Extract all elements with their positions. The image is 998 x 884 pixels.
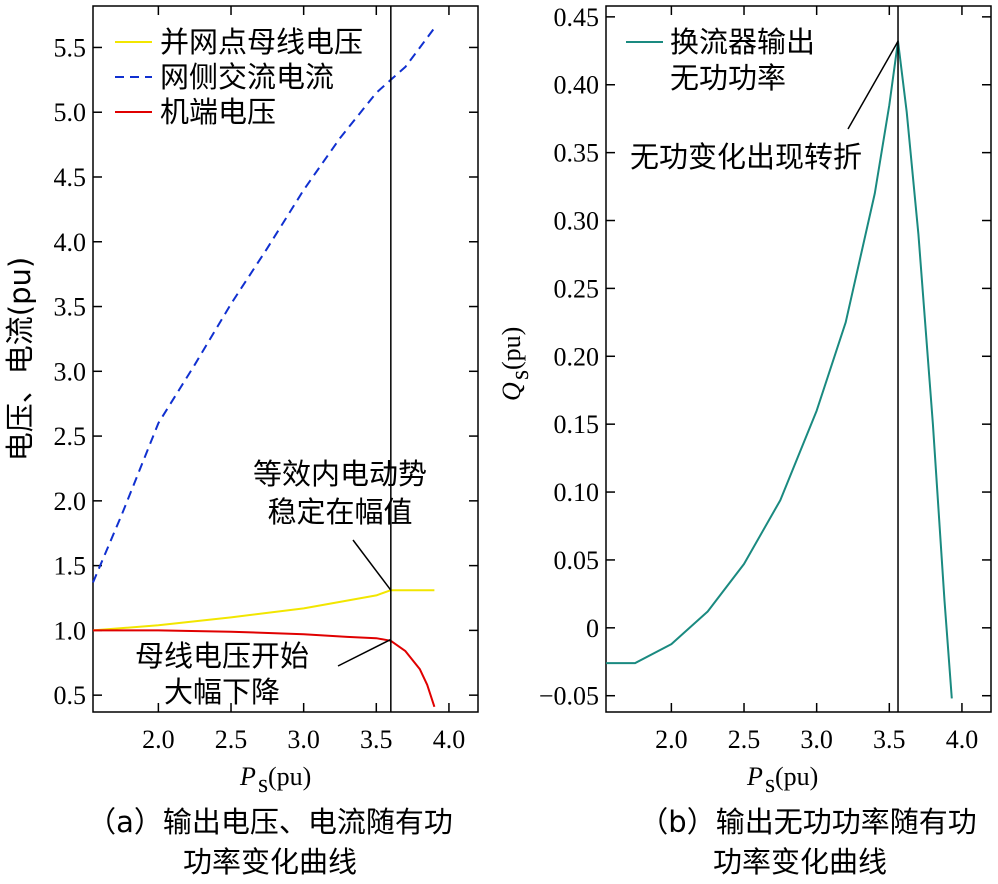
panel-b-ylabel: Q s (pu): [497, 327, 534, 401]
panel-b-ytick-label: −0.05: [539, 682, 599, 711]
panel-b-annotation-turning-point: 无功变化出现转折: [630, 40, 899, 174]
panel-a-xlabel-main: P: [239, 762, 256, 791]
panel-a-xtick-label: 2.0: [142, 725, 175, 754]
panel-b-ytick-label: 0.15: [554, 410, 600, 439]
panel-b-ytick-label: 0.10: [554, 478, 600, 507]
panel-a-caption-line2: 功率变化曲线: [183, 845, 357, 879]
panel-a-caption-line1: （a）输出电压、电流随有功: [87, 805, 453, 839]
panel-b-ytick-label: 0.25: [554, 274, 600, 303]
panel-b-ytick-label: 0: [586, 614, 599, 643]
panel-b-ytick-label: 0.05: [554, 546, 600, 575]
annotation-emf-leader: [352, 539, 392, 591]
panel-a-ytick-label: 1.0: [54, 616, 87, 645]
panel-b-xtick-label: 2.5: [728, 725, 761, 754]
panel-a-xtick-label: 3.0: [287, 725, 320, 754]
panel-a-ytick-label: 0.5: [54, 681, 87, 710]
panel-a-ytick-label: 5.0: [54, 98, 87, 127]
legend-label-terminal-voltage: 机端电压: [160, 95, 276, 129]
panel-b-caption-line2: 功率变化曲线: [713, 845, 887, 879]
legend-label-grid-current: 网侧交流电流: [160, 60, 334, 94]
legend-label-converter-reactive-line1: 换流器输出: [670, 25, 815, 59]
annotation-emf-line2: 稳定在幅值: [267, 495, 412, 529]
panel-b-xlabel: P s (pu): [746, 762, 818, 798]
panel-a-annotation-bus-drop: 母线电压开始 大幅下降: [135, 638, 392, 709]
annotation-bus-drop-line2: 大幅下降: [164, 675, 280, 709]
panel-b-xlabel-sub: s: [765, 769, 775, 798]
panel-b-series: [606, 40, 953, 699]
panel-a-ytick-label: 2.5: [54, 422, 87, 451]
panel-b-xlabel-main: P: [746, 762, 763, 791]
panel-a-xlabel: P s (pu): [239, 762, 311, 798]
panel-a-xtick-label: 4.0: [433, 725, 466, 754]
panel-a-xtick-label: 2.5: [215, 725, 248, 754]
panel-a-ytick-label: 3.5: [54, 293, 87, 322]
panel-b-xtick-label: 3.5: [873, 725, 906, 754]
annotation-emf-line1: 等效内电动势: [253, 457, 427, 491]
panel-b-ylabel-sub: s: [505, 370, 534, 380]
panel-b-ytick-label: 0.30: [554, 207, 600, 236]
panel-a-ylabel: 电压、电流(pu): [3, 257, 37, 461]
panel-b-ylabel-unit: (pu): [497, 327, 526, 370]
panel-a-ytick-label: 2.0: [54, 487, 87, 516]
panel-a-xtick-label: 3.5: [360, 725, 393, 754]
panel-b-xtick-label: 2.0: [655, 725, 688, 754]
panel-a-series-line-0: [92, 589, 435, 632]
annotation-bus-drop-line1: 母线电压开始: [135, 639, 309, 673]
panel-a-legend: 并网点母线电压 网侧交流电流 机端电压: [115, 25, 363, 129]
panel-a-xlabel-sub: s: [258, 769, 268, 798]
panel-b-frame: [605, 5, 992, 713]
panel-b-ytick-label: 0.20: [554, 342, 600, 371]
panel-b-xtick-label: 3.0: [800, 725, 833, 754]
panel-a-annotation-emf: 等效内电动势 稳定在幅值: [253, 457, 427, 591]
panel-a: 2.0 2.5 3.0 3.5 4.0 0.5 1.0 1.5 2.0 2.5 3.0 3.5 4.0 4…: [3, 5, 479, 879]
annotation-bus-drop-leader: [337, 638, 392, 667]
panel-a-ticks: 2.0 2.5 3.0 3.5 4.0 0.5 1.0 1.5 2.0 2.5 3.0 3.5 4.0 4…: [54, 6, 478, 754]
panel-a-ytick-label: 5.5: [54, 33, 87, 62]
panel-a-series: [92, 27, 436, 708]
annotation-turning-point-leader: [847, 40, 899, 130]
panel-b-legend: 换流器输出 无功功率: [626, 25, 815, 95]
panel-b-ytick-label: 0.40: [554, 71, 600, 100]
panel-a-ytick-label: 3.0: [54, 357, 87, 386]
panel-b-ticks: 2.0 2.5 3.0 3.5 4.0 −0.05 0 0.05 0.10 0.15 0.20 0.2…: [539, 3, 991, 754]
panel-a-frame: [92, 5, 479, 713]
panel-a-xlabel-unit: (pu): [268, 762, 311, 791]
legend-label-converter-reactive-line2: 无功功率: [670, 61, 786, 95]
panel-b-xlabel-unit: (pu): [775, 762, 818, 791]
panel-a-series-line-2: [93, 629, 436, 708]
panel-a-ytick-label: 4.0: [54, 228, 87, 257]
panel-b-ytick-label: 0.35: [554, 139, 600, 168]
panel-b: 2.0 2.5 3.0 3.5 4.0 −0.05 0 0.05 0.10 0.15 0.20 0.2…: [497, 3, 992, 879]
panel-a-ytick-label: 4.5: [54, 163, 87, 192]
panel-b-ylabel-main: Q: [497, 382, 526, 401]
panel-b-xtick-label: 4.0: [946, 725, 979, 754]
panel-a-series-line-1: [92, 27, 436, 583]
panel-b-ytick-label: 0.45: [554, 3, 600, 32]
panel-b-series-line-0: [606, 40, 953, 699]
panel-a-ytick-label: 1.5: [54, 552, 87, 581]
panel-b-caption-line1: （b）输出无功功率随有功: [639, 805, 976, 839]
legend-label-bus-voltage: 并网点母线电压: [160, 25, 363, 59]
annotation-turning-point-text: 无功变化出现转折: [630, 140, 862, 174]
